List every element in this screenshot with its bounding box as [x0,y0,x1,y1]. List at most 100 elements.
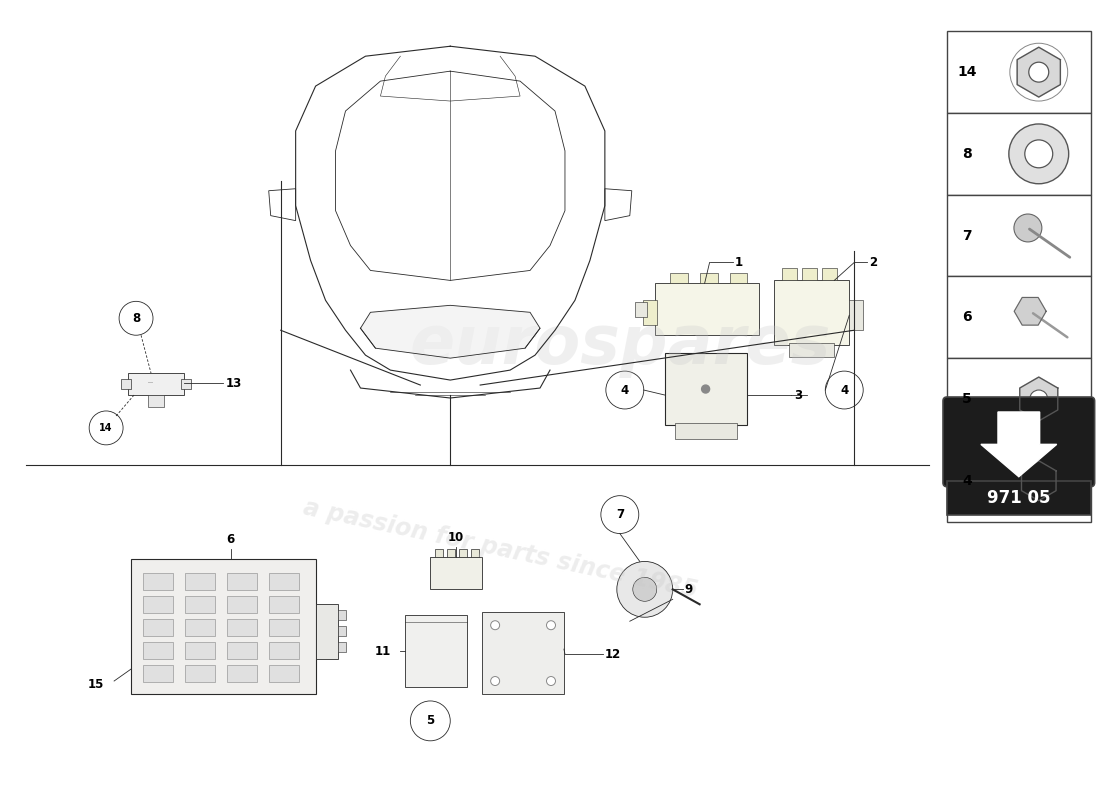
FancyBboxPatch shape [943,397,1094,486]
Polygon shape [1014,298,1046,325]
Text: 11: 11 [374,645,390,658]
FancyBboxPatch shape [268,619,298,636]
FancyBboxPatch shape [947,194,1090,277]
FancyBboxPatch shape [642,300,657,326]
Polygon shape [1020,377,1058,421]
Text: 1: 1 [735,256,743,269]
Text: 8: 8 [132,312,140,325]
FancyBboxPatch shape [121,379,131,389]
FancyBboxPatch shape [482,612,564,694]
FancyBboxPatch shape [947,31,1090,113]
FancyBboxPatch shape [448,550,455,558]
FancyBboxPatch shape [406,615,468,687]
Text: 5: 5 [426,714,434,727]
FancyBboxPatch shape [185,574,214,590]
Circle shape [491,677,499,686]
Text: 4: 4 [962,474,971,488]
FancyBboxPatch shape [664,353,747,425]
Circle shape [617,562,673,618]
FancyBboxPatch shape [143,596,173,614]
Circle shape [1014,214,1042,242]
Text: 4: 4 [840,383,848,397]
FancyBboxPatch shape [185,665,214,682]
FancyBboxPatch shape [180,379,191,389]
FancyBboxPatch shape [674,423,737,439]
Text: 14: 14 [957,65,977,79]
FancyBboxPatch shape [947,113,1090,194]
Text: 13: 13 [226,377,242,390]
Circle shape [1031,473,1047,489]
FancyBboxPatch shape [143,619,173,636]
FancyBboxPatch shape [471,550,480,558]
FancyBboxPatch shape [430,558,482,590]
FancyBboxPatch shape [802,269,817,281]
FancyBboxPatch shape [729,274,748,283]
FancyBboxPatch shape [782,269,797,281]
FancyBboxPatch shape [849,300,864,330]
Text: 6: 6 [962,310,971,324]
Circle shape [1009,124,1069,184]
FancyBboxPatch shape [338,626,345,636]
Circle shape [547,621,556,630]
Circle shape [702,385,710,393]
FancyBboxPatch shape [148,395,164,407]
FancyBboxPatch shape [823,269,837,281]
FancyBboxPatch shape [268,574,298,590]
FancyBboxPatch shape [227,665,256,682]
FancyBboxPatch shape [635,302,647,318]
FancyBboxPatch shape [338,610,345,620]
Polygon shape [1018,47,1060,97]
FancyBboxPatch shape [268,642,298,659]
Circle shape [547,677,556,686]
Text: 15: 15 [88,678,104,690]
Text: 6: 6 [227,533,235,546]
Text: 7: 7 [616,508,624,521]
FancyBboxPatch shape [436,550,443,558]
FancyBboxPatch shape [268,665,298,682]
FancyBboxPatch shape [774,281,849,345]
Text: ---: --- [148,381,154,386]
FancyBboxPatch shape [947,358,1090,440]
FancyBboxPatch shape [947,481,1090,514]
Polygon shape [1022,461,1056,501]
FancyBboxPatch shape [143,642,173,659]
Text: 971 05: 971 05 [987,489,1050,506]
FancyBboxPatch shape [185,642,214,659]
Text: 12: 12 [605,648,621,661]
FancyBboxPatch shape [143,665,173,682]
FancyBboxPatch shape [185,596,214,614]
FancyBboxPatch shape [143,574,173,590]
Text: 3: 3 [794,389,803,402]
Circle shape [632,578,657,602]
FancyBboxPatch shape [790,343,834,357]
FancyBboxPatch shape [700,274,717,283]
Text: 7: 7 [962,229,971,242]
FancyBboxPatch shape [459,550,468,558]
Text: 8: 8 [962,147,971,161]
FancyBboxPatch shape [185,619,214,636]
Text: 4: 4 [620,383,629,397]
FancyBboxPatch shape [131,559,316,694]
Text: 9: 9 [684,583,693,596]
Polygon shape [361,306,540,358]
Circle shape [1025,140,1053,168]
FancyBboxPatch shape [947,277,1090,358]
FancyBboxPatch shape [227,596,256,614]
Text: 2: 2 [869,256,878,269]
FancyBboxPatch shape [128,373,184,395]
Text: a passion for parts since 1985: a passion for parts since 1985 [300,496,700,603]
Circle shape [1028,62,1048,82]
Circle shape [491,621,499,630]
Text: 5: 5 [962,392,971,406]
FancyBboxPatch shape [227,574,256,590]
Polygon shape [981,412,1057,477]
FancyBboxPatch shape [227,642,256,659]
FancyBboxPatch shape [316,604,338,659]
FancyBboxPatch shape [654,283,759,335]
Circle shape [1030,390,1047,408]
FancyBboxPatch shape [947,440,1090,522]
FancyBboxPatch shape [338,642,345,652]
FancyBboxPatch shape [268,596,298,614]
Text: 14: 14 [99,423,113,433]
FancyBboxPatch shape [227,619,256,636]
